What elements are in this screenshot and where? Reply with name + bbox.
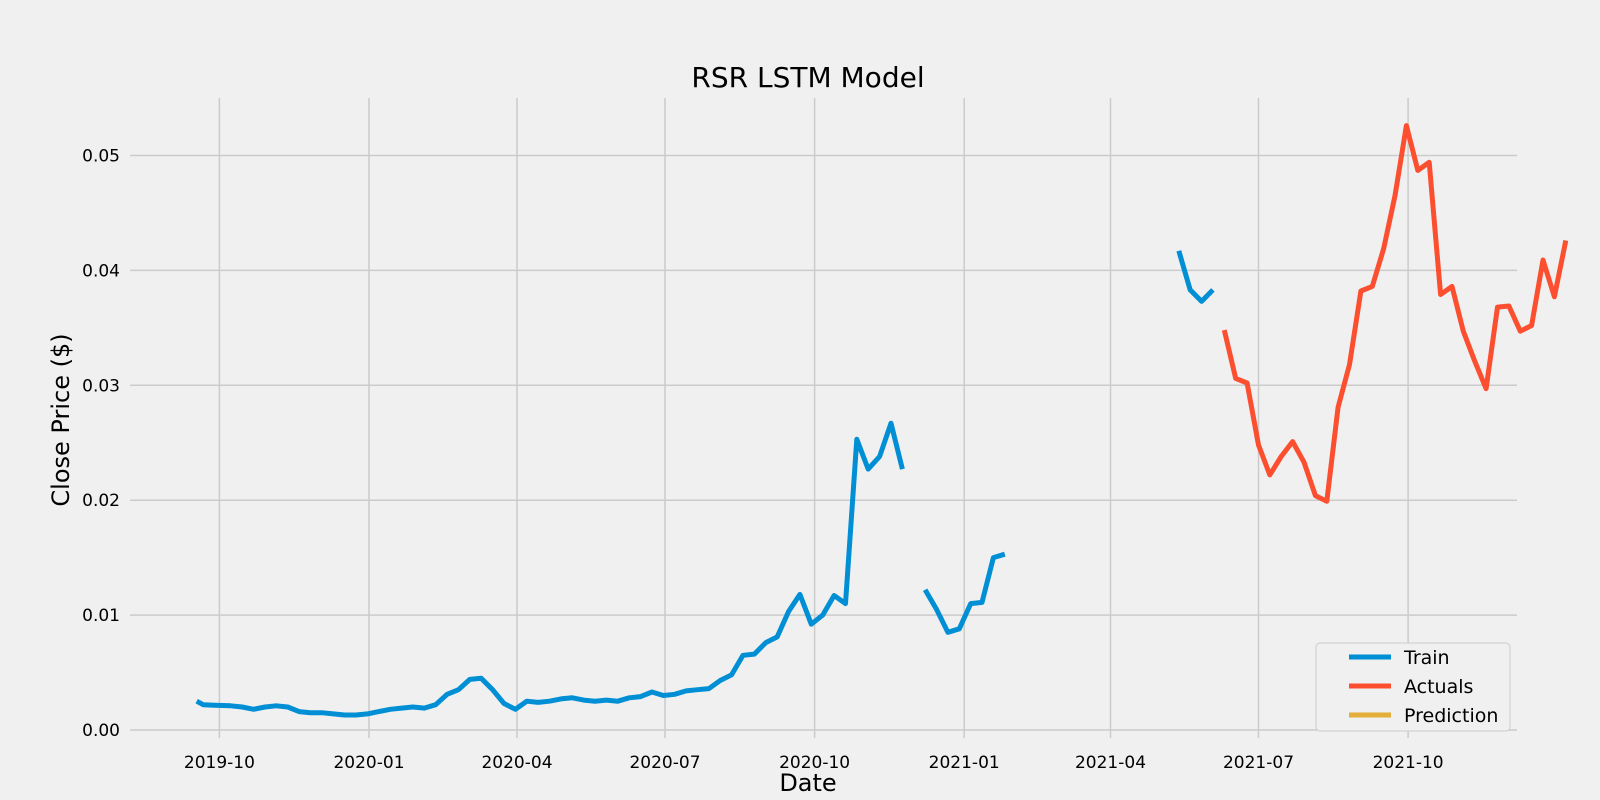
- x-tick-label: 2021-04: [1075, 753, 1146, 773]
- y-tick-label: 0.04: [82, 261, 120, 281]
- series-line-train: [195, 420, 905, 718]
- x-tick-label: 2020-04: [481, 753, 552, 773]
- y-tick-label: 0.05: [82, 147, 120, 167]
- y-tick-label: 0.03: [82, 376, 120, 396]
- y-tick-label: 0.01: [82, 606, 120, 626]
- series-line-train: [922, 551, 1006, 635]
- series-line-actuals: [1221, 123, 1569, 504]
- x-tick-label: 2021-10: [1373, 753, 1444, 773]
- chart-title: RSR LSTM Model: [691, 61, 924, 94]
- series-line-train: [1176, 250, 1215, 304]
- legend-label-train: Train: [1403, 647, 1450, 669]
- legend-label-prediction: Prediction: [1404, 705, 1498, 727]
- y-tick-label: 0.00: [82, 721, 120, 741]
- legend-box: [1315, 642, 1511, 732]
- x-tick-label: 2020-01: [333, 753, 404, 773]
- x-tick-label: 2021-07: [1223, 753, 1294, 773]
- series-layer: [195, 123, 1569, 718]
- x-axis-ticks: 2019-10 2020-01 2020-04 2020-07 2020-10 2021-…: [184, 753, 1444, 773]
- legend: Train Actuals Prediction: [1315, 642, 1511, 732]
- y-tick-label: 0.02: [82, 491, 120, 511]
- x-tick-label: 2020-07: [629, 753, 700, 773]
- y-axis-ticks: 0.00 0.01 0.02 0.03 0.04 0.05: [82, 147, 120, 742]
- x-tick-label: 2019-10: [184, 753, 255, 773]
- legend-label-actuals: Actuals: [1404, 676, 1473, 698]
- x-axis-label: Date: [779, 769, 836, 797]
- y-axis-label: Close Price ($): [47, 333, 75, 506]
- x-tick-label: 2021-01: [929, 753, 1000, 773]
- x-tick-label: 2020-10: [779, 753, 850, 773]
